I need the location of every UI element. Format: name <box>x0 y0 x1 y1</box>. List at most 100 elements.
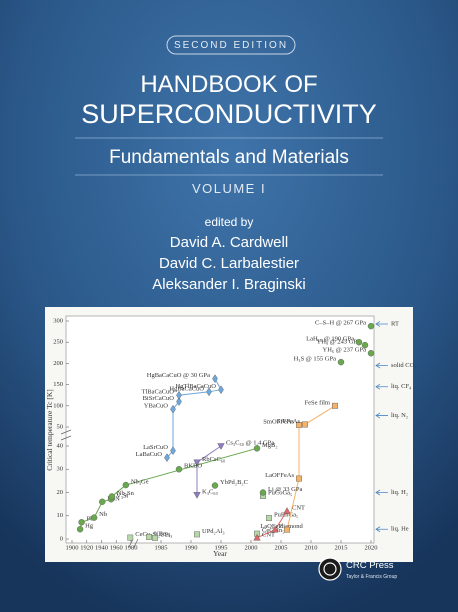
reference-label: liq. H₂ <box>391 489 408 496</box>
data-point <box>170 404 176 414</box>
y-tick-label: 300 <box>53 317 63 324</box>
point-label: LaBaCuO <box>136 451 163 458</box>
point-label: C–S–H @ 267 GPa <box>315 320 366 327</box>
data-point <box>194 531 200 538</box>
data-point <box>217 443 225 450</box>
y-tick-label: 250 <box>53 339 63 346</box>
editor: David A. Cardwell <box>170 234 288 251</box>
y-tick-label: 10 <box>57 512 64 519</box>
point-label: V₃Si <box>116 493 129 500</box>
x-tick-label: 2010 <box>305 544 318 551</box>
point-label: UPt₃ <box>160 531 172 538</box>
data-point <box>170 446 176 456</box>
data-point <box>367 350 375 357</box>
x-tick-label: 2005 <box>275 544 288 551</box>
reference-arrow <box>375 362 388 369</box>
x-tick-label: 1980 <box>125 544 138 551</box>
point-label: FeSe film <box>305 399 330 406</box>
point-label: LaSrCuO <box>143 444 168 451</box>
point-label: YH₆ @ 237 GPa <box>323 347 367 354</box>
y-tick-label: 200 <box>53 360 63 367</box>
point-label: SrFFeAs <box>277 418 301 425</box>
data-point <box>271 525 279 533</box>
point-label: YbPd₂B₂C <box>220 479 248 486</box>
point-label: Nb₃Ge <box>131 479 149 486</box>
data-point <box>296 421 302 428</box>
point-label: YH₉ @ 243 GPa <box>317 339 361 346</box>
x-tick-label: 1960 <box>110 544 123 551</box>
x-tick-label: 2015 <box>335 544 348 551</box>
publisher-logo <box>318 557 342 581</box>
point-label: BKBO <box>184 463 202 470</box>
reference-arrow <box>375 526 388 533</box>
title-line: HANDBOOK OF <box>140 71 317 98</box>
publisher: CRC Press <box>346 560 394 571</box>
subtitle: Fundamentals and Materials <box>109 147 349 168</box>
data-point <box>302 421 308 428</box>
point-label: Nb <box>99 511 107 518</box>
x-tick-label: 1940 <box>95 544 108 551</box>
y-axis-break <box>60 429 72 441</box>
data-point <box>122 481 130 489</box>
data-point <box>176 390 182 400</box>
data-point <box>266 515 272 521</box>
y-tick-label: 150 <box>53 381 63 388</box>
reference-arrow <box>375 321 388 327</box>
point-label: HgBaCaCuO <box>169 385 204 392</box>
data-point <box>176 397 182 406</box>
reference-label: liq. N₂ <box>391 412 408 419</box>
y-tick-label: 30 <box>57 466 64 473</box>
reference-label: RT <box>391 320 399 327</box>
publisher-logo-ring <box>323 562 337 576</box>
data-point <box>367 322 375 330</box>
data-point <box>78 519 85 526</box>
edited-by: edited by <box>205 215 254 229</box>
y-axis-title: Critical temperature Tc [K] <box>45 389 54 471</box>
data-point <box>332 402 338 409</box>
data-point <box>253 533 261 541</box>
point-label: Cs₃C₆₀ @ 1.4 GPa <box>226 439 274 446</box>
point-label: CNT <box>262 531 275 538</box>
y-tick-label: 40 <box>57 442 64 449</box>
volume: VOLUME I <box>192 181 266 196</box>
data-point <box>212 374 218 384</box>
x-tick-label: 2020 <box>365 544 378 551</box>
edition: SECOND EDITION <box>174 40 288 51</box>
title-line: SUPERCONDUCTIVITY <box>81 99 377 129</box>
y-tick-label: 100 <box>53 402 63 409</box>
data-point <box>76 526 84 533</box>
point-label: CNT <box>292 505 305 512</box>
point-label: HgTlBaCaCuO <box>176 383 217 390</box>
point-label: BiSrCaCuO <box>143 395 175 402</box>
x-tick-label: 1990 <box>185 544 198 551</box>
y-tick-label: 0 <box>60 535 63 542</box>
point-label: RbCsC₆₀ <box>202 456 225 463</box>
point-label: Hg <box>85 523 94 530</box>
x-tick-label: 1900 <box>66 544 79 551</box>
x-tick-label: 1920 <box>80 544 93 551</box>
reference-label: liq. CF₄ <box>391 383 412 390</box>
data-point <box>206 387 212 397</box>
point-label: UPd₂Al₃ <box>202 528 225 535</box>
data-point <box>259 489 267 496</box>
data-point <box>253 445 261 452</box>
data-point <box>175 466 183 473</box>
point-label: H₃S @ 155 GPa <box>294 356 336 363</box>
data-point <box>108 493 116 500</box>
data-point <box>211 482 219 489</box>
point-label: SmOFFeAs <box>263 418 294 425</box>
edition-pill <box>166 35 296 55</box>
x-tick-label: 1985 <box>155 544 168 551</box>
x-tick-label: 1995 <box>215 544 228 551</box>
point-label: PuCoGa₅ <box>268 489 292 496</box>
reference-arrow <box>375 489 388 496</box>
plot-frame <box>65 315 375 544</box>
data-point <box>164 453 170 462</box>
y-tick-label: 20 <box>57 489 64 496</box>
y-tick-label: 50 <box>57 423 64 430</box>
data-point <box>355 339 363 346</box>
point-label: diamond <box>280 523 303 530</box>
